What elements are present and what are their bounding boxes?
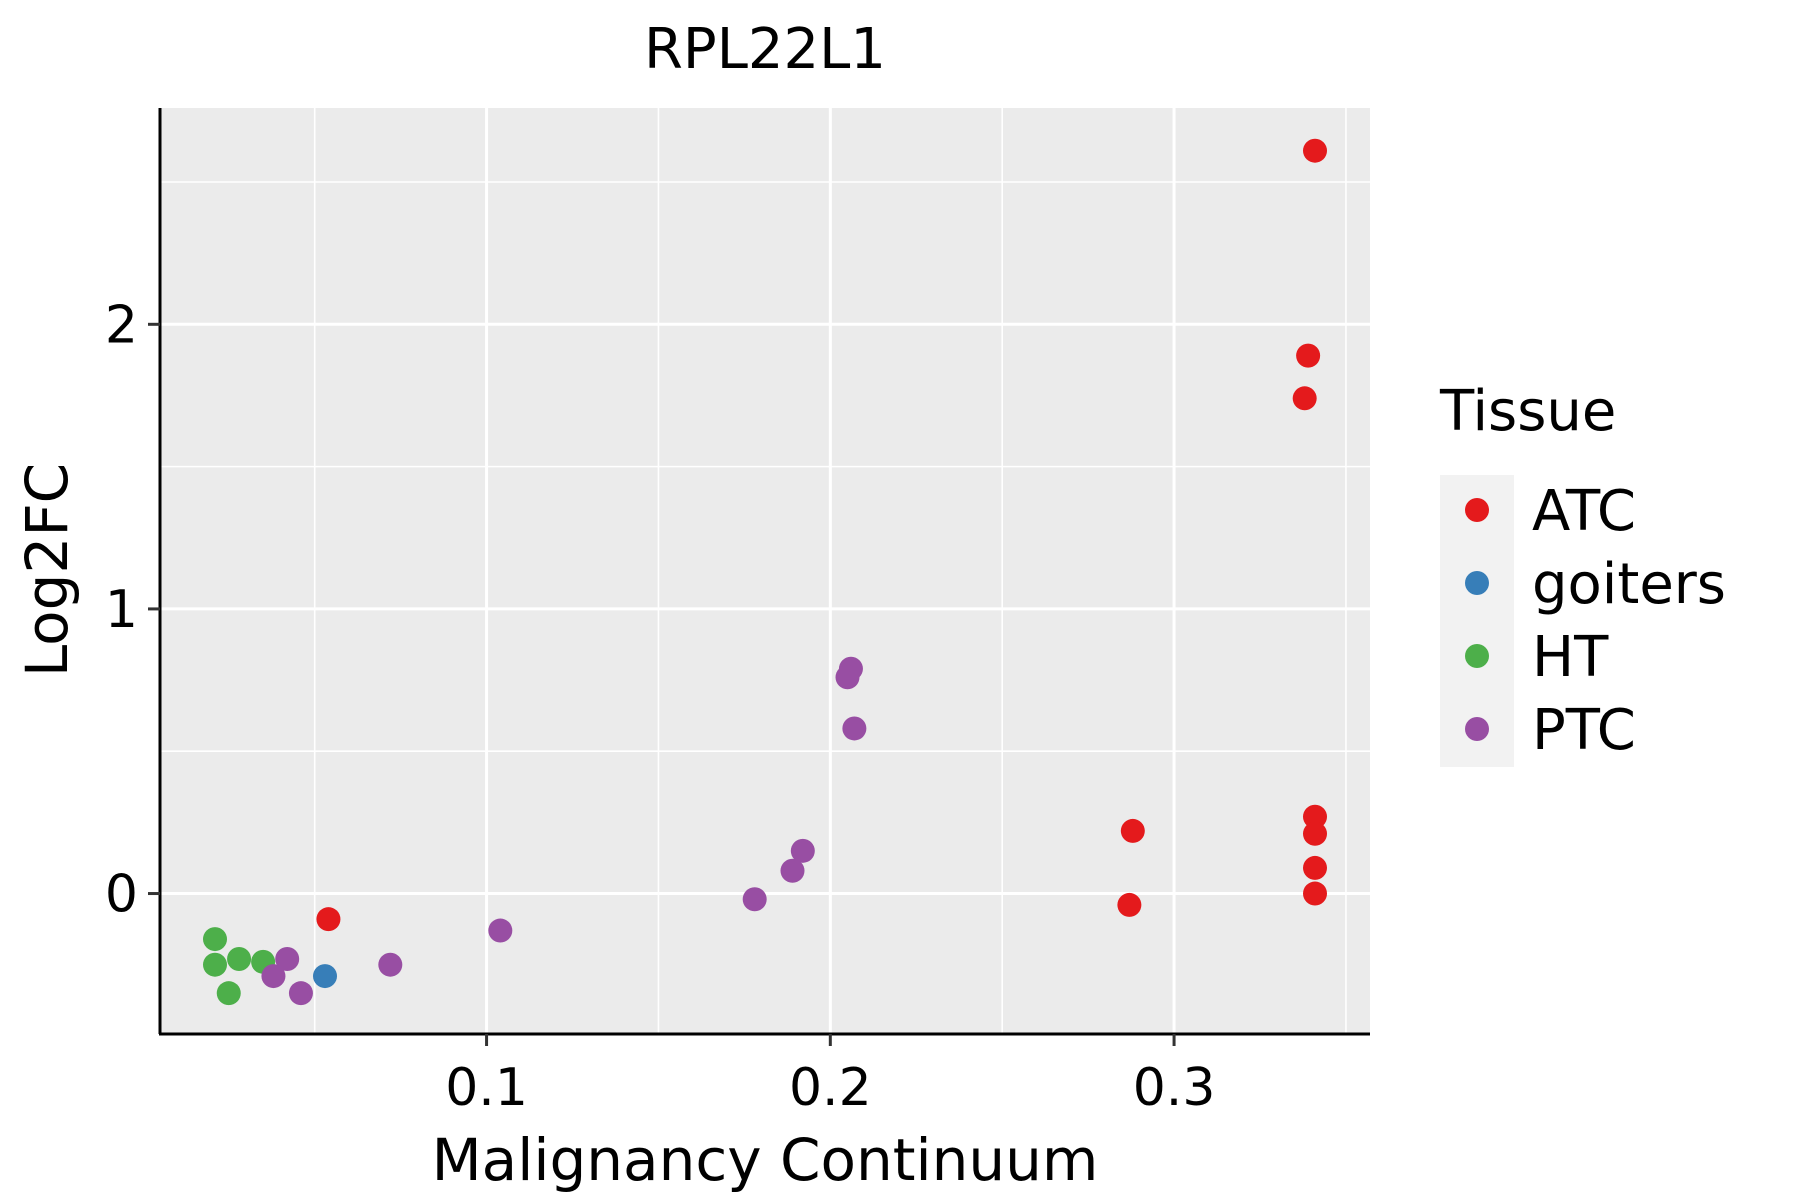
data-point-ht <box>203 927 227 952</box>
data-point-ptc <box>742 887 767 912</box>
legend-marker-ht <box>1465 644 1489 668</box>
data-point-ptc <box>842 716 867 741</box>
x-tick-label: 0.2 <box>789 1058 872 1118</box>
y-axis-title: Log2FC <box>13 463 81 677</box>
legend-marker-atc <box>1465 498 1489 522</box>
data-point-ptc <box>288 981 313 1006</box>
data-point-atc <box>1303 804 1327 829</box>
data-point-atc <box>1303 881 1327 906</box>
plot-panel <box>160 108 1370 1033</box>
x-tick-label: 0.3 <box>1133 1058 1216 1118</box>
data-point-atc <box>1292 386 1317 411</box>
data-point-ht <box>216 981 241 1006</box>
data-point-ht <box>203 952 227 977</box>
legend-title: Tissue <box>1439 379 1616 444</box>
data-point-goiters <box>313 964 337 989</box>
data-point-atc <box>316 907 341 932</box>
data-point-ptc <box>261 964 286 989</box>
legend: Tissue ATC goiters HT PTC <box>1439 379 1726 767</box>
data-point-ptc <box>790 838 815 863</box>
axis-ticks: 0.1 0.2 0.3 0 1 2 <box>105 295 1216 1118</box>
data-points <box>203 138 1327 1006</box>
data-point-atc <box>1117 892 1142 917</box>
legend-label-ht: HT <box>1532 625 1609 690</box>
y-tick-label: 2 <box>105 295 138 355</box>
data-point-ptc <box>275 947 300 971</box>
data-point-ptc <box>780 858 805 883</box>
data-point-ptc <box>835 665 860 690</box>
data-point-atc <box>1120 818 1145 843</box>
x-axis-title: Malignancy Continuum <box>432 1126 1099 1194</box>
x-tick-label: 0.1 <box>445 1058 528 1118</box>
legend-label-goiters: goiters <box>1532 552 1726 617</box>
chart-title: RPL22L1 <box>644 17 886 82</box>
data-point-atc <box>1303 138 1327 163</box>
data-point-atc <box>1303 855 1327 880</box>
data-point-atc <box>1296 343 1321 368</box>
data-point-ptc <box>378 952 403 977</box>
data-point-ht <box>227 947 252 971</box>
legend-label-atc: ATC <box>1532 479 1636 544</box>
legend-items: ATC goiters HT PTC <box>1465 479 1726 763</box>
minor-gridlines <box>160 108 1370 1033</box>
y-tick-label: 1 <box>105 580 138 640</box>
y-tick-label: 0 <box>105 865 138 925</box>
legend-marker-goiters <box>1465 571 1489 595</box>
data-point-atc <box>1303 821 1327 846</box>
legend-label-ptc: PTC <box>1532 698 1636 763</box>
data-point-ptc <box>488 918 513 943</box>
legend-marker-ptc <box>1465 717 1489 741</box>
